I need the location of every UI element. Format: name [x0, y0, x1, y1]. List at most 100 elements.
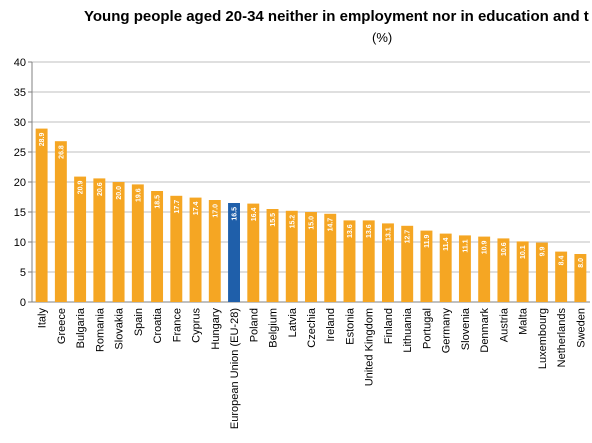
- bar: [228, 203, 240, 302]
- bar: [35, 128, 48, 302]
- x-tick-label: Netherlands: [556, 308, 568, 368]
- data-label: 17.4: [193, 201, 200, 215]
- bar: [574, 254, 587, 302]
- data-label: 15.0: [309, 216, 316, 230]
- bar: [189, 197, 202, 302]
- y-tick-label: 25: [14, 147, 26, 159]
- y-tick-label: 10: [14, 237, 26, 249]
- data-label: 20.0: [116, 186, 123, 200]
- bar: [247, 203, 260, 302]
- x-tick-label: Bulgaria: [75, 307, 87, 348]
- y-tick-label: 40: [14, 57, 26, 69]
- x-tick-label: Austria: [498, 307, 510, 342]
- bar: [343, 220, 356, 302]
- bar: [439, 233, 452, 302]
- bar: [420, 230, 433, 302]
- x-tick-label: Spain: [133, 308, 145, 336]
- y-tick-label: 20: [14, 177, 26, 189]
- x-tick-label: France: [171, 308, 183, 342]
- x-tick-label: Finland: [383, 308, 395, 344]
- bar: [74, 176, 87, 302]
- bar: [324, 213, 337, 302]
- y-tick-label: 5: [20, 267, 26, 279]
- bar: [458, 235, 471, 302]
- x-tick-label: Estonia: [344, 307, 356, 345]
- data-label: 15.5: [270, 213, 277, 227]
- x-tick-label: Belgium: [268, 308, 280, 348]
- x-tick-label: Poland: [248, 308, 260, 342]
- gridlines: [32, 61, 590, 303]
- data-label: 13.6: [347, 224, 354, 238]
- data-label: 20.9: [78, 180, 85, 194]
- data-label: 17.0: [212, 204, 219, 218]
- data-label: 8.4: [559, 255, 566, 265]
- data-label: 17.7: [174, 200, 181, 214]
- data-label: 18.5: [155, 195, 162, 209]
- bar: [208, 200, 221, 302]
- data-label: 11.4: [443, 238, 450, 251]
- x-tick-label: Italy: [37, 308, 49, 329]
- bar: [497, 238, 510, 302]
- bar: [266, 209, 279, 302]
- data-label: 19.6: [135, 188, 142, 202]
- data-label: 10.6: [501, 242, 508, 256]
- data-label: 12.7: [405, 230, 412, 244]
- y-axis: 0 5 10 15 20 25 30 35 40: [14, 57, 33, 309]
- data-label: 10.9: [482, 240, 489, 254]
- data-label: 16.4: [251, 207, 258, 221]
- x-tick-label: Ireland: [325, 308, 337, 342]
- x-tick-label: Malta: [518, 307, 530, 335]
- bar: [170, 195, 183, 302]
- data-label: 8.0: [578, 258, 585, 268]
- y-tick-label: 30: [14, 117, 26, 129]
- bar: [285, 210, 298, 302]
- bar: [382, 223, 394, 302]
- x-tick-label: Portugal: [421, 308, 433, 349]
- bar: [305, 212, 317, 302]
- bar: [362, 220, 375, 302]
- y-tick-label: 35: [14, 87, 26, 99]
- data-label: 11.1: [462, 239, 469, 252]
- x-tick-label: Luxembourg: [537, 308, 549, 369]
- data-label: 26.8: [58, 145, 65, 159]
- x-tick-label: Denmark: [479, 308, 491, 353]
- chart-title: Young people aged 20-34 neither in emplo…: [84, 8, 589, 25]
- x-tick-label: Slovenia: [460, 307, 472, 350]
- data-label: 10.1: [520, 245, 527, 259]
- x-tick-label: Lithuania: [402, 307, 414, 353]
- y-tick-label: 0: [20, 297, 26, 309]
- data-label: 13.6: [366, 224, 373, 238]
- x-tick-label: Latvia: [287, 307, 299, 337]
- x-tick-label: European Union (EU-28): [229, 308, 241, 429]
- x-tick-label: United Kingdom: [364, 308, 376, 386]
- bar: [151, 191, 164, 302]
- x-tick-label: Greece: [56, 308, 68, 344]
- bars: [35, 128, 587, 302]
- x-tick-label: Cyprus: [191, 308, 203, 343]
- x-tick-label: Czechia: [306, 307, 318, 348]
- x-tick-label: Romania: [94, 307, 106, 352]
- data-label: 14.7: [328, 218, 335, 232]
- category-labels: Italy Greece Bulgaria Romania Slovakia Spain C…: [37, 307, 588, 429]
- x-tick-label: Hungary: [210, 308, 222, 350]
- bar: [401, 225, 414, 302]
- y-tick-label: 15: [14, 207, 26, 219]
- data-label: 20.6: [97, 182, 104, 196]
- bar: [112, 182, 125, 302]
- x-tick-label: Germany: [441, 308, 453, 354]
- data-label: 13.1: [385, 227, 392, 241]
- bar: [131, 184, 144, 302]
- x-tick-label: Croatia: [152, 307, 164, 343]
- data-label: 15.2: [289, 215, 296, 229]
- data-label: 11.9: [424, 235, 431, 248]
- bar: [478, 236, 491, 302]
- bar: [535, 242, 548, 302]
- data-label: 28.9: [39, 132, 46, 146]
- bar: [54, 141, 67, 302]
- data-label: 9.9: [539, 246, 546, 256]
- data-label: 16.5: [232, 207, 239, 221]
- value-labels: 28.9 26.8 20.9 20.6 20.0 19.6 18.5 17.7 17.4 17.0…: [39, 132, 585, 267]
- bar: [555, 251, 568, 302]
- bar: [93, 178, 106, 302]
